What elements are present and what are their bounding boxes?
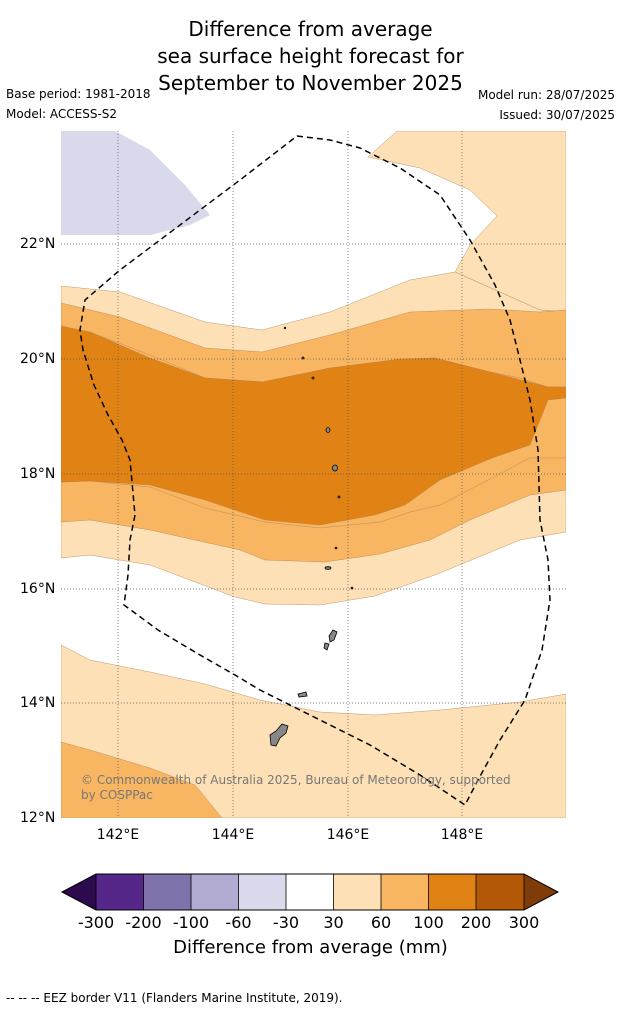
agrihan-island — [337, 495, 341, 499]
positive-anomaly-top-right — [367, 131, 566, 313]
lat-label-12n: 12°N — [20, 810, 56, 826]
alamagan-island — [325, 427, 331, 433]
colorbar-tick-n100: -100 — [172, 913, 210, 932]
pagan-island — [332, 464, 338, 472]
guam-island — [269, 723, 289, 747]
copyright-notice: © Commonwealth of Australia 2025, Bureau… — [81, 773, 521, 803]
colorbar-tick-n30: -30 — [272, 913, 300, 932]
small-island-2 — [311, 376, 315, 380]
issued-text: Issued: 30/07/2025 — [499, 108, 615, 122]
sea-height-anomaly-field — [61, 131, 566, 818]
colorbar-swatch-n30 — [238, 874, 286, 910]
colorbar-extend-max — [524, 874, 558, 910]
colorbar-title: Difference from average (mm) — [173, 937, 448, 958]
model-run-text: Model run: 28/07/2025 — [477, 88, 615, 102]
eez-legend-footer: -- -- -- EEZ border V11 (Flanders Marine… — [6, 991, 343, 1005]
positive-anomaly-bottom — [61, 644, 566, 818]
model-text: Model: ACCESS-S2 — [6, 107, 118, 121]
title-line-3: September to November 2025 — [158, 71, 463, 95]
lon-label-142e: 142°E — [96, 827, 140, 843]
copyright-line-1: © Commonwealth of Australia 2025, Bureau… — [81, 773, 511, 787]
colorbar-swatch-p60 — [381, 874, 429, 910]
map-title: Difference from average sea surface heig… — [0, 16, 621, 97]
anatahan-island — [324, 566, 332, 570]
colorbar-tick-p300: 300 — [508, 913, 540, 932]
colorbar-swatch-n200 — [96, 874, 144, 910]
islands — [269, 326, 354, 747]
colorbar-tick-n60: -60 — [225, 913, 252, 932]
lat-label-14n: 14°N — [20, 695, 56, 711]
colorbar-tick-n200: -200 — [125, 913, 162, 932]
colorbar-swatch-p30 — [333, 874, 381, 910]
colorbar-tick-p30: 30 — [323, 913, 344, 932]
lat-label-20n: 20°N — [20, 351, 56, 367]
rota-island — [297, 691, 308, 698]
colorbar-swatch-p200 — [476, 874, 524, 910]
positive-anomaly-200-band — [61, 325, 566, 526]
lon-label-148e: 148°E — [440, 827, 484, 843]
colorbar-tick-p200: 200 — [460, 913, 492, 932]
colorbar-tick-n300: -300 — [77, 913, 115, 932]
lat-label-22n: 22°N — [20, 236, 56, 252]
small-island-5 — [283, 326, 287, 330]
base-period-text: Base period: 1981-2018 — [6, 87, 151, 101]
colorbar-tick-p60: 60 — [370, 913, 392, 932]
small-island-3 — [334, 546, 338, 550]
small-island-4 — [350, 586, 354, 590]
lon-label-144e: 144°E — [211, 827, 255, 843]
copyright-line-2: by COSPPac — [81, 788, 153, 802]
colorbar-tick-p100: 100 — [413, 913, 444, 932]
colorbar-swatch-p100 — [428, 874, 476, 910]
lat-label-18n: 18°N — [20, 466, 56, 482]
title-line-2: sea surface height forecast for — [157, 44, 464, 68]
graticule — [61, 131, 566, 818]
lat-label-16n: 16°N — [20, 581, 56, 597]
colorbar-swatch-n60 — [191, 874, 239, 910]
positive-anomaly-bottom-left — [61, 741, 223, 818]
small-island-1 — [301, 356, 305, 360]
colorbar-swatch-zero — [286, 874, 334, 910]
eez-border — [79, 135, 551, 807]
title-line-1: Difference from average — [188, 17, 433, 41]
lon-label-146e: 146°E — [326, 827, 370, 843]
colorbar-swatch-n100 — [143, 874, 191, 910]
negative-anomaly-patch — [61, 131, 210, 235]
colorbar-extend-min — [62, 874, 96, 910]
colorbar — [60, 873, 560, 911]
tinian-island — [323, 642, 330, 651]
saipan-island — [328, 629, 338, 643]
